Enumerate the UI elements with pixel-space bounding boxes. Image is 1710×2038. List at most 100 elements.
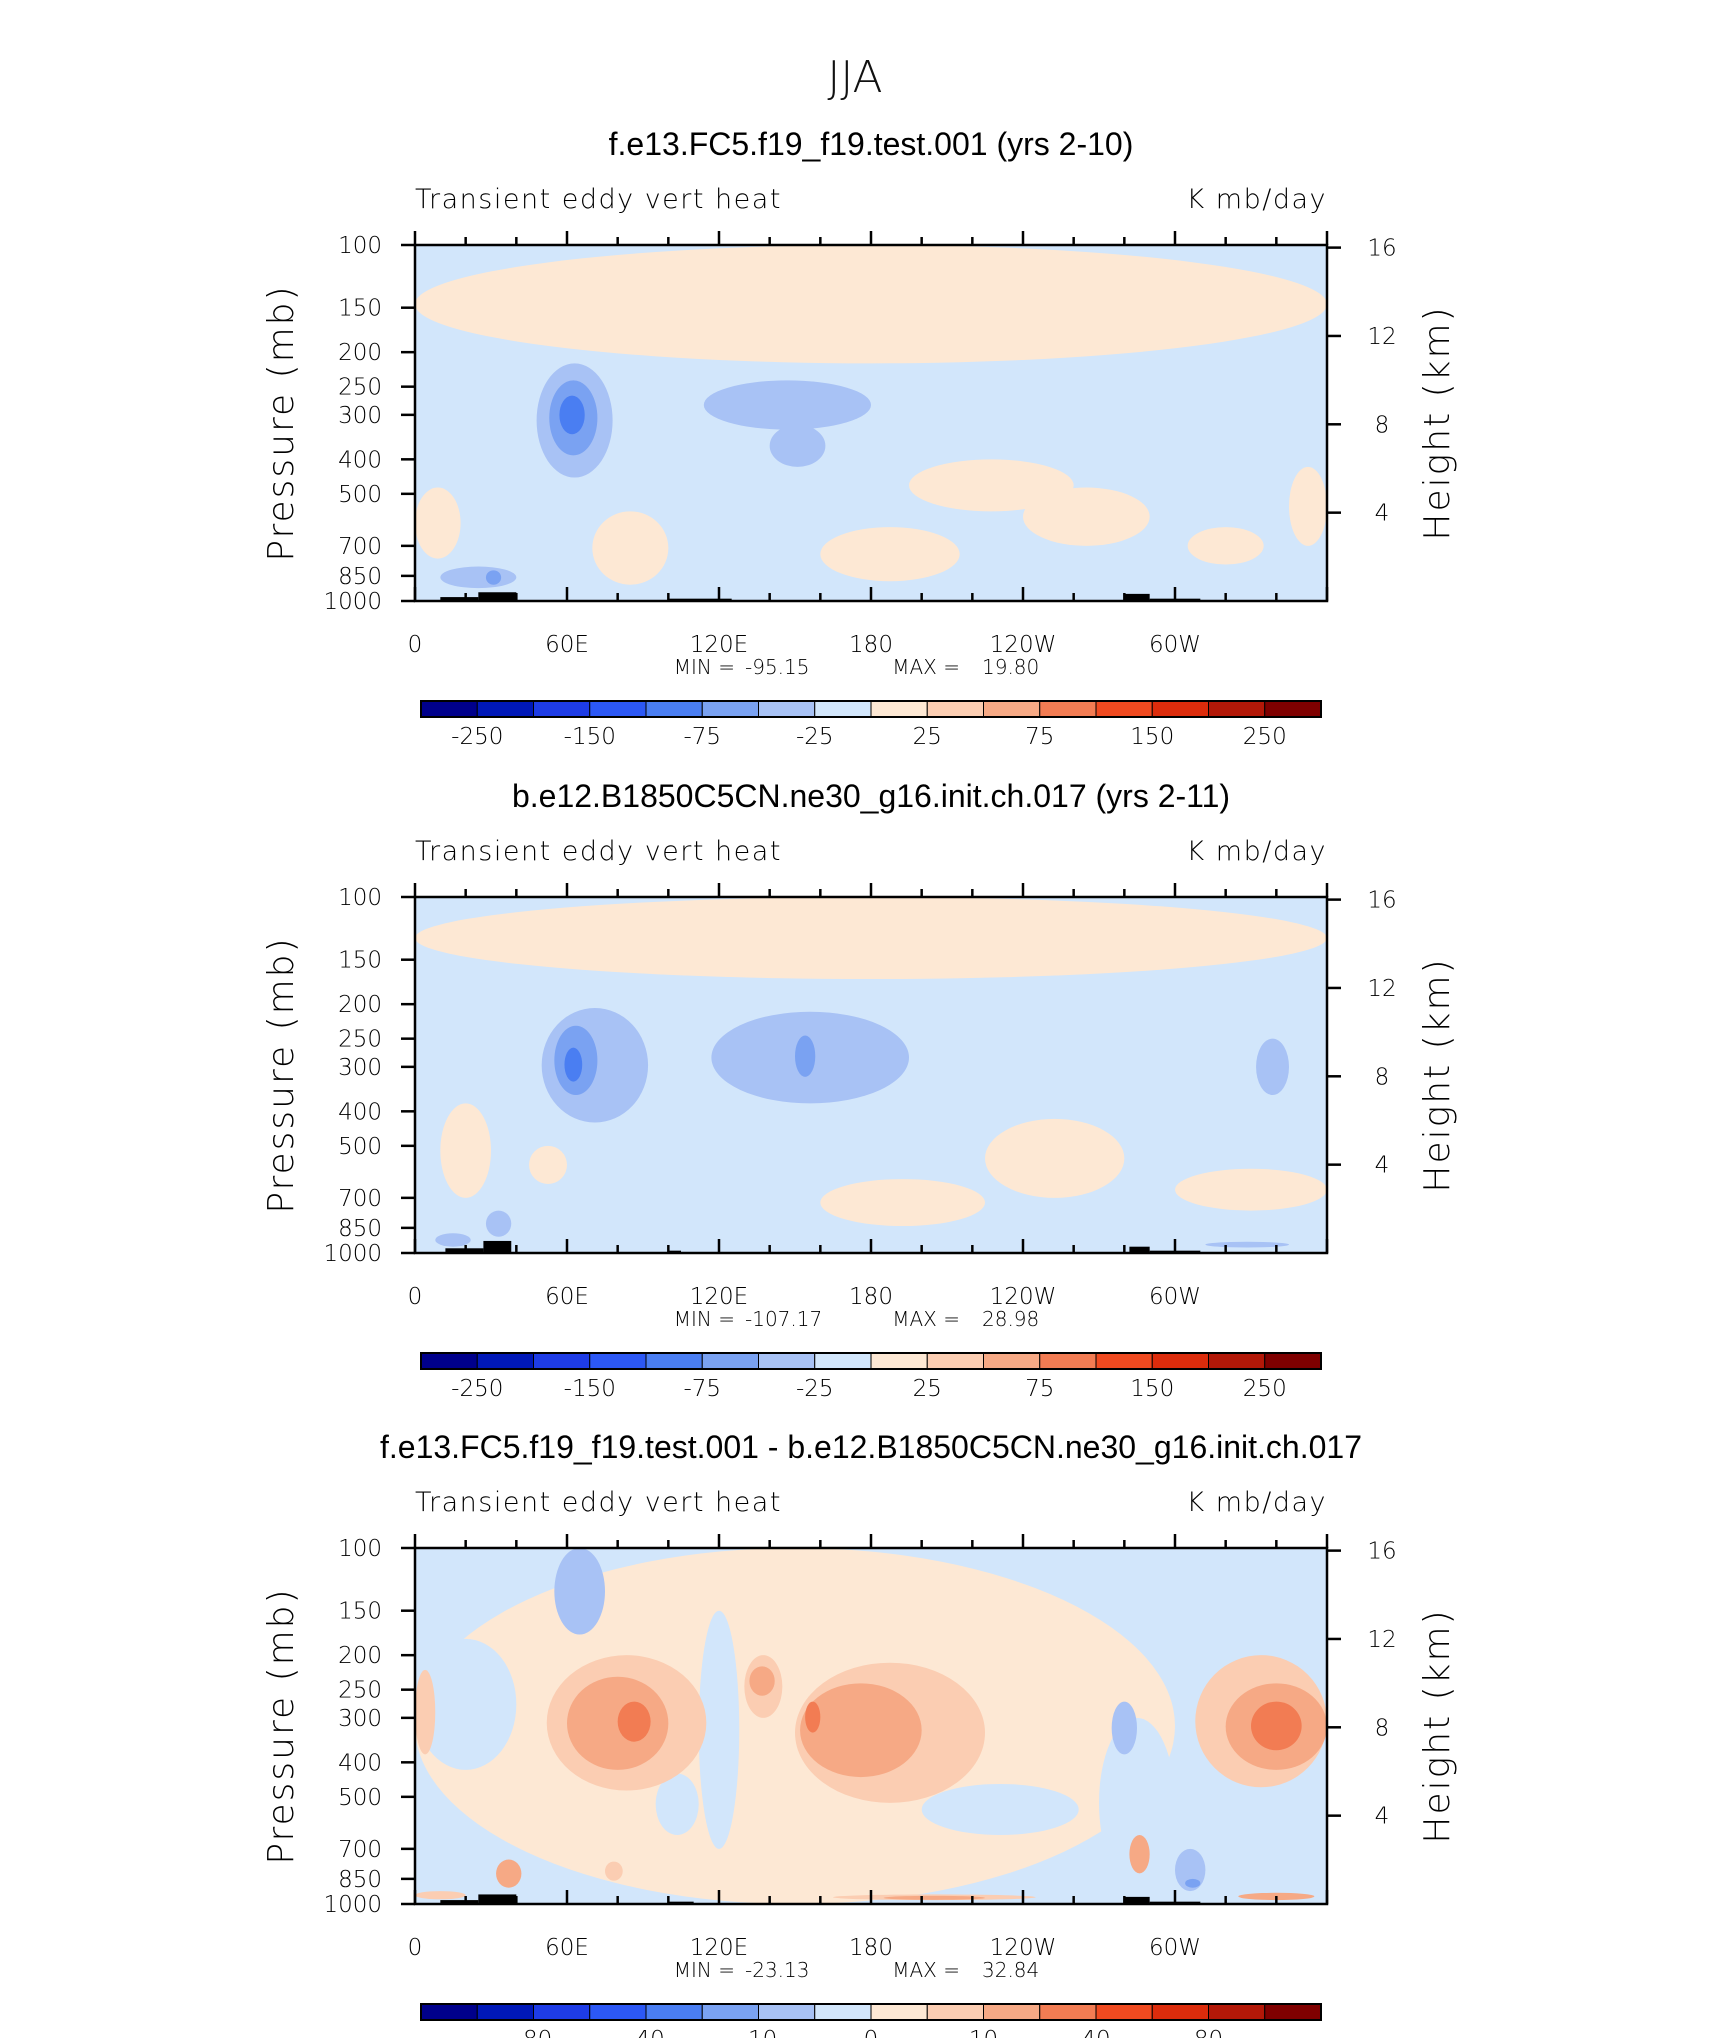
colorbar-label: 0	[864, 2027, 879, 2038]
contour-region	[496, 1859, 522, 1888]
contour-region	[1023, 487, 1150, 546]
terrain-mask	[483, 1240, 512, 1253]
contour-region	[440, 1103, 491, 1198]
colorbar-swatch	[1151, 2003, 1209, 2021]
y2-axis-title: Height (km)	[1417, 1608, 1458, 1843]
colorbar: -80 -40 -10 0 10 40 80	[420, 2003, 1322, 2038]
colorbar-label: -150	[564, 1376, 616, 1402]
colorbar-swatch	[645, 2003, 703, 2021]
colorbar-swatch	[1039, 2003, 1097, 2021]
y-axis-title: Pressure (mb)	[261, 936, 302, 1213]
colorbar-swatch	[1208, 1352, 1266, 1370]
y-tick-label: 1000	[323, 1892, 382, 1918]
min-value: -95.15	[745, 655, 809, 679]
y-tick-label: 150	[338, 1599, 382, 1625]
x-tick-label: 60W	[1149, 1284, 1201, 1310]
y-tick-label: 250	[338, 1678, 382, 1704]
panel-2: b.e12.B1850C5CN.ne30_g16.init.ch.017 (yr…	[261, 778, 1458, 1402]
y-axis-title: Pressure (mb)	[261, 1587, 302, 1864]
y2-tick-label: 4	[1375, 1804, 1390, 1830]
terrain-mask	[1129, 1246, 1150, 1253]
contour-region	[605, 1861, 623, 1881]
x-tick-label: 60E	[545, 1284, 589, 1310]
colorbar-swatch	[926, 2003, 984, 2021]
x-tick-label: 120E	[690, 1284, 748, 1310]
contour-region	[617, 1701, 651, 1742]
contour-region	[415, 1548, 1175, 1904]
colorbar-swatch	[1264, 700, 1322, 718]
contour-region	[554, 1548, 606, 1635]
colorbar-label: -25	[796, 1376, 834, 1402]
colorbar-swatch	[870, 1352, 928, 1370]
colorbar-label: 75	[1025, 1376, 1054, 1402]
contour-region	[703, 380, 872, 430]
colorbar-label: 25	[913, 1376, 942, 1402]
y2-axis-title: Height (km)	[1417, 957, 1458, 1192]
x-tick-label: 0	[408, 1284, 423, 1310]
contour-region	[415, 487, 461, 559]
terrain-mask	[440, 1900, 479, 1904]
x-tick-label: 120E	[690, 1935, 748, 1961]
colorbar-swatch	[758, 1352, 816, 1370]
y-tick-label: 700	[338, 1186, 382, 1212]
contour-region	[984, 1118, 1125, 1198]
contour-region	[435, 1233, 471, 1247]
y-tick-label: 850	[338, 1867, 382, 1893]
colorbar-swatch	[1264, 1352, 1322, 1370]
y-tick-label: 700	[338, 534, 382, 560]
y2-tick-label: 12	[1367, 976, 1396, 1002]
colorbar-swatch	[533, 2003, 591, 2021]
contour-region	[698, 1610, 740, 1849]
colorbar-label: 80	[1194, 2027, 1223, 2038]
y2-tick-label: 4	[1375, 1153, 1390, 1179]
y2-tick-label: 4	[1375, 501, 1390, 527]
y2-tick-label: 16	[1367, 1539, 1396, 1565]
contour-region	[485, 570, 502, 585]
colorbar-swatch	[1095, 2003, 1153, 2021]
y-tick-label: 500	[338, 482, 382, 508]
colorbar-swatch	[476, 700, 534, 718]
colorbar-label: 25	[913, 724, 942, 750]
contour-region	[909, 459, 1074, 512]
y-tick-label: 1000	[323, 1241, 382, 1267]
colorbar-swatch	[420, 700, 478, 718]
x-tick-label: 120W	[990, 1284, 1057, 1310]
x-tick-label: 60W	[1149, 1935, 1201, 1961]
colorbar-swatch	[1151, 1352, 1209, 1370]
y-tick-label: 400	[338, 1099, 382, 1125]
colorbar-label: 150	[1130, 1376, 1174, 1402]
contour-region	[415, 1669, 436, 1755]
colorbar-swatch	[476, 1352, 534, 1370]
terrain-mask	[478, 1894, 517, 1904]
colorbar-swatch	[926, 1352, 984, 1370]
terrain-mask	[440, 597, 479, 601]
colorbar-swatch	[420, 2003, 478, 2021]
panel-3: f.e13.FC5.f19_f19.test.001 - b.e12.B1850…	[261, 1429, 1458, 2038]
contour-field	[415, 897, 1327, 1253]
contour-region	[1099, 1717, 1175, 1888]
x-tick-label: 180	[849, 1935, 893, 1961]
contour-region	[559, 395, 585, 435]
contour-region	[805, 1701, 821, 1733]
colorbar-swatch	[870, 2003, 928, 2021]
x-tick-label: 120W	[990, 632, 1057, 658]
x-tick-label: 60W	[1149, 632, 1201, 658]
units-label: K mb/day	[1187, 184, 1328, 215]
variable-label: Transient eddy vert heat	[415, 836, 782, 867]
y-tick-label: 100	[338, 233, 382, 259]
colorbar-swatch	[814, 700, 872, 718]
max-value: 28.98	[982, 1307, 1039, 1331]
colorbar-swatch	[589, 700, 647, 718]
colorbar-label: 250	[1243, 724, 1287, 750]
y-tick-label: 200	[338, 992, 382, 1018]
colorbar-swatch	[926, 700, 984, 718]
contour-region	[592, 511, 669, 585]
colorbar-swatch	[1208, 2003, 1266, 2021]
colorbar-label: 250	[1243, 1376, 1287, 1402]
y-tick-label: 100	[338, 885, 382, 911]
colorbar-swatch	[1208, 700, 1266, 718]
y-tick-label: 150	[338, 296, 382, 322]
colorbar-swatch	[476, 2003, 534, 2021]
y2-axis-title: Height (km)	[1417, 305, 1458, 540]
colorbar-swatch	[1039, 1352, 1097, 1370]
